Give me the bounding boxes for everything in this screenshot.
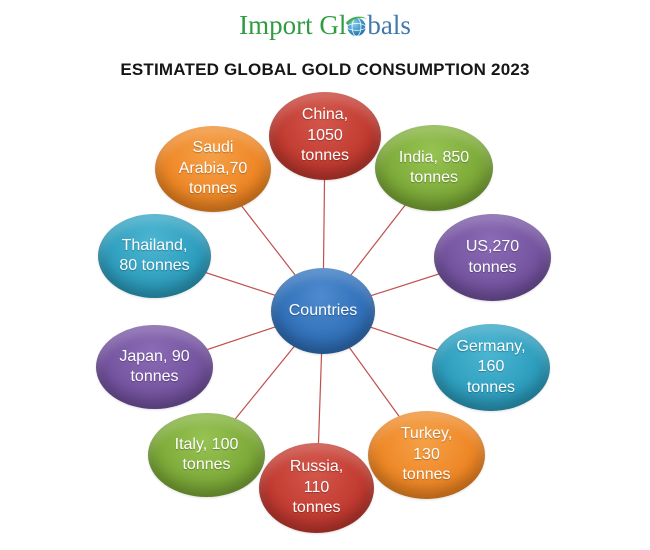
- node-india: India, 850 tonnes: [375, 125, 493, 211]
- node-italy-label: Italy, 100 tonnes: [174, 435, 239, 473]
- brand-logo-text-left: Import Gl: [239, 10, 347, 40]
- node-thailand: Thailand, 80 tonnes: [98, 214, 211, 298]
- node-us: US,270 tonnes: [434, 214, 551, 301]
- node-center-countries-label: Countries: [288, 301, 358, 319]
- brand-logo: Import Gl bals: [0, 10, 650, 43]
- node-saudi-arabia: Saudi Arabia,70 tonnes: [155, 126, 271, 212]
- node-saudi-arabia-label: Saudi Arabia,70 tonnes: [178, 139, 248, 198]
- node-turkey: Turkey, 130 tonnes: [368, 411, 485, 499]
- brand-logo-text-right: bals: [367, 10, 411, 40]
- node-turkey-label: Turkey, 130 tonnes: [400, 425, 453, 484]
- node-japan: Japan, 90 tonnes: [96, 325, 213, 409]
- node-china-label: China, 1050 tonnes: [300, 106, 350, 165]
- node-india-label: India, 850 tonnes: [398, 148, 470, 186]
- node-italy: Italy, 100 tonnes: [148, 413, 265, 497]
- page-title: ESTIMATED GLOBAL GOLD CONSUMPTION 2023: [120, 60, 530, 79]
- node-russia: Russia, 110 tonnes: [259, 443, 374, 533]
- node-thailand-label: Thailand, 80 tonnes: [119, 236, 190, 274]
- node-japan-label: Japan, 90 tonnes: [119, 347, 190, 385]
- node-germany-label: Germany, 160 tonnes: [456, 337, 526, 396]
- node-china: China, 1050 tonnes: [269, 92, 381, 180]
- globe-icon: [345, 13, 368, 43]
- node-russia-label: Russia, 110 tonnes: [289, 458, 344, 517]
- node-germany: Germany, 160 tonnes: [432, 324, 550, 411]
- node-us-label: US,270 tonnes: [465, 238, 520, 276]
- node-center-countries: Countries: [271, 268, 375, 354]
